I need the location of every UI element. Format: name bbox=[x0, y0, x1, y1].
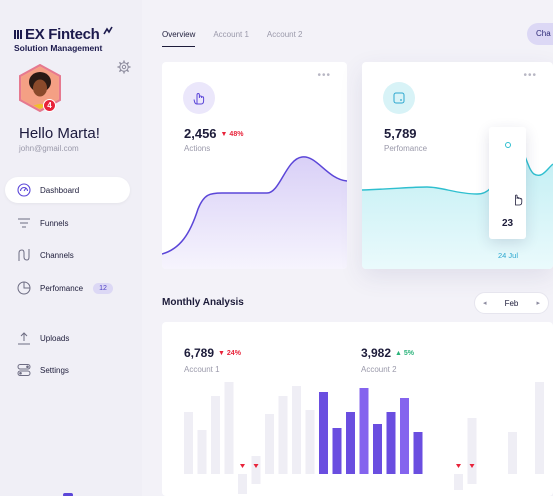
actions-area-chart bbox=[162, 156, 347, 269]
sidebar-item-label: Dashboard bbox=[40, 185, 80, 195]
account2-label: Account 2 bbox=[361, 365, 397, 374]
bar bbox=[454, 474, 463, 490]
notification-badge: 4 bbox=[43, 99, 56, 112]
brand-name: EX Fintech bbox=[14, 26, 114, 42]
scroll-indicator bbox=[63, 493, 73, 496]
user-email: john@gmail.com bbox=[19, 144, 79, 153]
bar bbox=[413, 432, 423, 474]
sidebar-item-funnels[interactable]: Funnels bbox=[5, 210, 130, 236]
sidebar-item-label: Perfomance bbox=[40, 283, 84, 293]
next-month-icon[interactable]: ▸ bbox=[536, 300, 540, 307]
sidebar-item-label: Channels bbox=[40, 250, 74, 260]
down-marker bbox=[456, 464, 461, 468]
perfomance-label: Perfomance bbox=[384, 144, 428, 153]
account1-label: Account 1 bbox=[184, 365, 220, 374]
tab-overview[interactable]: Overview bbox=[162, 30, 196, 47]
bar bbox=[197, 430, 207, 474]
settings-toggle-icon bbox=[17, 364, 31, 376]
account2-delta: ▲ 5% bbox=[395, 350, 415, 357]
bar bbox=[224, 382, 234, 474]
bar bbox=[400, 398, 409, 474]
bar bbox=[346, 412, 355, 474]
channels-icon bbox=[18, 249, 30, 261]
gear-icon[interactable] bbox=[117, 60, 131, 74]
section-title: Monthly Analysis bbox=[162, 297, 244, 308]
brand-subtitle: Solution Management bbox=[14, 43, 103, 53]
tooltip-date: 24 Jul bbox=[497, 251, 518, 260]
spark-icon bbox=[103, 26, 114, 35]
account1-delta: ▼ 24% bbox=[218, 350, 241, 357]
account1-value: 6,789 ▼ 24% bbox=[184, 346, 241, 360]
sidebar-item-settings[interactable]: Settings bbox=[5, 357, 130, 383]
sidebar-item-uploads[interactable]: Uploads bbox=[5, 325, 130, 351]
bar bbox=[386, 412, 396, 474]
more-options-icon[interactable]: ••• bbox=[317, 70, 331, 81]
dashboard-icon bbox=[17, 183, 31, 197]
tab-account-2[interactable]: Account 2 bbox=[266, 30, 303, 39]
actions-value: 2,456 ▼ 48% bbox=[184, 126, 244, 141]
brand-mark-icon bbox=[14, 30, 22, 39]
sidebar-item-label: Funnels bbox=[40, 218, 69, 228]
prev-month-icon[interactable]: ◂ bbox=[483, 300, 487, 307]
down-marker bbox=[469, 464, 475, 468]
bar bbox=[238, 474, 247, 494]
actions-card: ••• 2,456 ▼ 48% Actions bbox=[162, 62, 347, 269]
bar bbox=[278, 396, 288, 474]
sidebar-item-dashboard[interactable]: Dashboard bbox=[5, 177, 130, 203]
month-selector[interactable]: ◂ Feb ▸ bbox=[474, 292, 549, 314]
chart-point-icon bbox=[505, 142, 511, 148]
bar bbox=[467, 418, 477, 474]
bar bbox=[535, 382, 544, 474]
bar bbox=[373, 424, 382, 474]
sidebar-item-channels[interactable]: Channels bbox=[5, 242, 130, 268]
bar bbox=[305, 410, 315, 474]
greeting: Hello Marta! bbox=[19, 125, 100, 142]
funnel-icon bbox=[18, 218, 30, 228]
sidebar-item-label: Settings bbox=[40, 365, 69, 375]
bar bbox=[251, 474, 261, 484]
actions-label: Actions bbox=[184, 144, 211, 153]
bar bbox=[211, 396, 220, 474]
bar bbox=[265, 414, 274, 474]
sidebar-item-label: Uploads bbox=[40, 333, 70, 343]
down-marker bbox=[253, 464, 259, 468]
down-marker bbox=[240, 464, 245, 468]
bar bbox=[332, 428, 342, 474]
bar bbox=[508, 432, 517, 474]
bar bbox=[359, 388, 369, 474]
sidebar: EX Fintech Solution Management bbox=[0, 0, 142, 496]
tooltip-value: 23 bbox=[501, 218, 514, 229]
tab-account-1[interactable]: Account 1 bbox=[213, 30, 249, 39]
perfomance-card: ••• 5,789 Perfomance 23 24 Jul bbox=[362, 62, 553, 269]
monthly-card: 6,789 ▼ 24% Account 1 3,982 ▲ 5% Account 2 bbox=[162, 322, 553, 496]
change-button[interactable]: Cha bbox=[527, 23, 553, 45]
month-value: Feb bbox=[504, 298, 519, 308]
bar bbox=[319, 392, 328, 474]
upload-icon bbox=[18, 332, 30, 345]
more-options-icon[interactable]: ••• bbox=[523, 70, 537, 81]
actions-delta: ▼ 48% bbox=[220, 131, 244, 138]
account-tabs: Overview Account 1 Account 2 bbox=[162, 30, 321, 47]
perfomance-count-badge: 12 bbox=[93, 282, 113, 294]
perfomance-value: 5,789 bbox=[384, 126, 417, 141]
tablet-icon bbox=[383, 82, 415, 114]
account2-value: 3,982 ▲ 5% bbox=[361, 346, 415, 360]
bar bbox=[292, 386, 301, 474]
bar bbox=[184, 412, 193, 474]
bar bbox=[467, 474, 477, 484]
cursor-hand-icon bbox=[515, 194, 523, 206]
sidebar-item-perfomance[interactable]: Perfomance 12 bbox=[5, 275, 130, 301]
pie-icon bbox=[17, 281, 31, 295]
hand-pointer-icon bbox=[183, 82, 215, 114]
monthly-bar-chart bbox=[184, 382, 544, 494]
brand-logo[interactable]: EX Fintech Solution Management bbox=[14, 26, 114, 53]
